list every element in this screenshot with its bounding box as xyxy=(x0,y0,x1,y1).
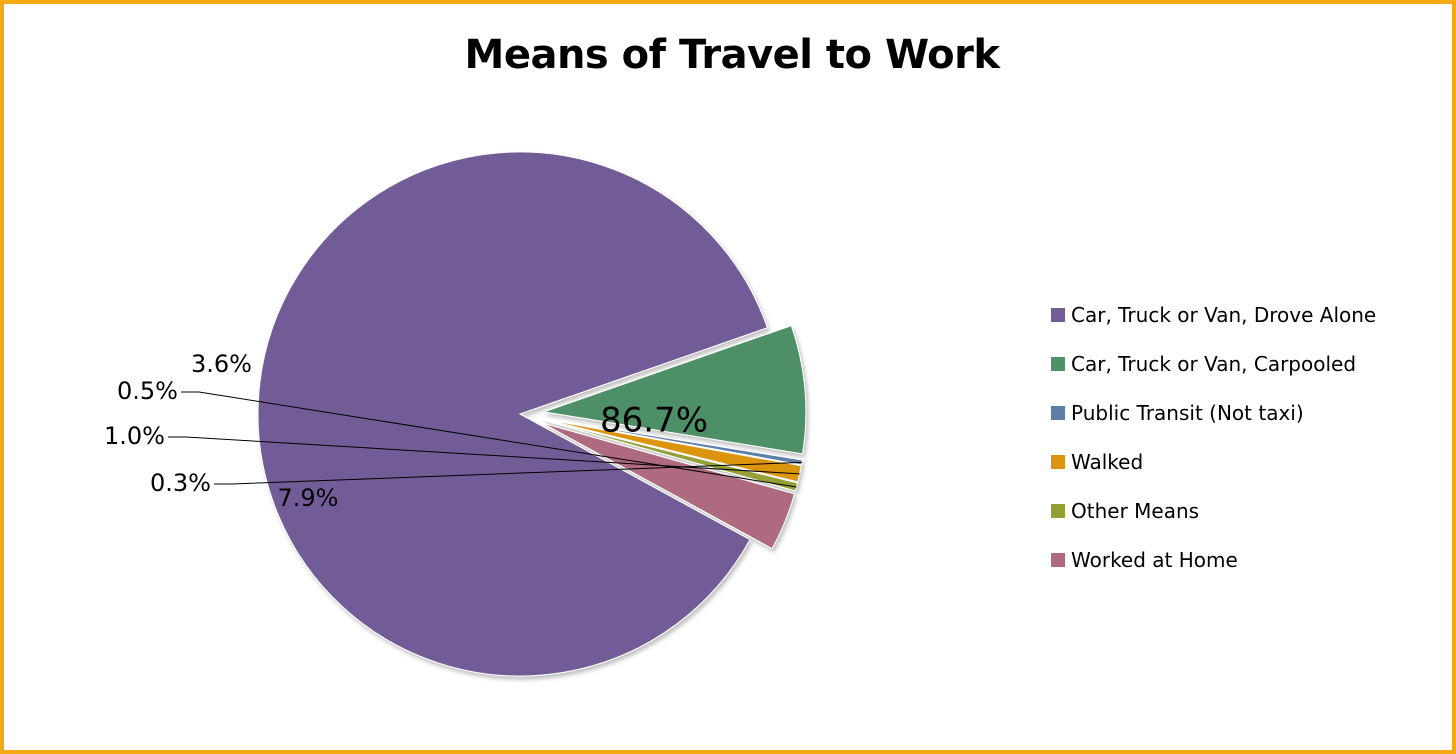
legend-item-6: Worked at Home xyxy=(1051,535,1376,584)
legend-swatch xyxy=(1051,454,1065,469)
pie-chart: 86.7% 7.9% 0.3% 1.0% 0.5% 3.6% xyxy=(104,151,807,677)
pie-slice-1 xyxy=(257,151,769,677)
slice-label-3: 0.3% xyxy=(150,469,211,497)
leader-line-4 xyxy=(168,436,800,475)
legend-swatch xyxy=(1051,356,1065,371)
legend-label: Worked at Home xyxy=(1071,547,1238,572)
pie-slice-2 xyxy=(543,324,807,455)
legend: Car, Truck or Van, Drove Alone Car, Truck… xyxy=(1051,290,1376,584)
leader-line-3 xyxy=(214,461,802,485)
legend-item-3: Public Transit (Not taxi) xyxy=(1051,388,1376,437)
legend-swatch xyxy=(1051,405,1065,420)
slice-label-6: 3.6% xyxy=(191,350,252,378)
pie-slice-4 xyxy=(543,418,802,483)
legend-label: Car, Truck or Van, Drove Alone xyxy=(1071,302,1377,327)
pie-slice-6 xyxy=(541,422,796,550)
legend-swatch xyxy=(1051,307,1065,322)
legend-label: Public Transit (Not taxi) xyxy=(1071,400,1304,425)
slice-label-1: 86.7% xyxy=(600,401,708,441)
chart-title: Means of Travel to Work xyxy=(464,32,1000,78)
slice-label-4: 1.0% xyxy=(104,422,165,450)
slice-label-2: 7.9% xyxy=(278,484,339,512)
legend-label: Walked xyxy=(1071,449,1144,474)
legend-swatch xyxy=(1051,503,1065,518)
legend-swatch xyxy=(1051,552,1065,567)
legend-label: Car, Truck or Van, Carpooled xyxy=(1071,351,1357,376)
legend-item-2: Car, Truck or Van, Carpooled xyxy=(1051,339,1376,388)
legend-item-5: Other Means xyxy=(1051,486,1376,535)
leader-line-5 xyxy=(181,391,797,488)
legend-item-4: Walked xyxy=(1051,437,1376,486)
legend-label: Other Means xyxy=(1071,498,1200,523)
legend-item-1: Car, Truck or Van, Drove Alone xyxy=(1051,290,1376,339)
slice-label-5: 0.5% xyxy=(117,377,178,405)
